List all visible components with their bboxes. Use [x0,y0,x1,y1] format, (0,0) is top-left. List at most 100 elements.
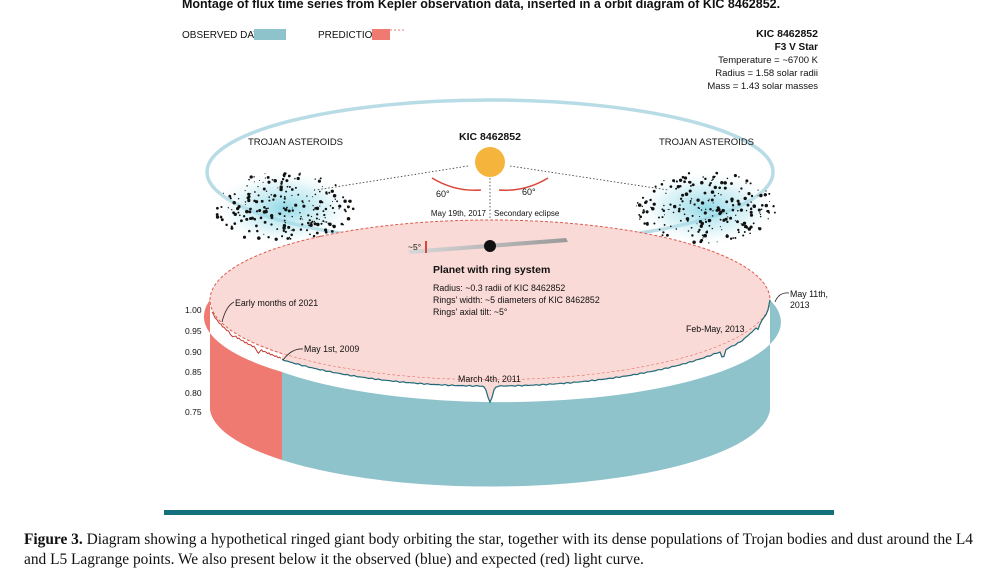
trojan-asteroid-dot [723,186,727,190]
trojan-asteroid-dot [737,228,740,232]
trojan-asteroid-dot [697,230,700,233]
trojan-asteroid-dot [246,196,250,200]
trojan-asteroid-dot [745,209,748,212]
trojan-asteroid-dot [296,176,300,181]
trojan-asteroid-dot [638,213,641,216]
trojan-asteroid-dot [264,173,266,175]
trojan-asteroid-dot [681,175,685,179]
trojan-asteroid-dot [225,223,228,227]
trojan-asteroid-dot [652,202,656,206]
trojan-asteroid-dot [255,210,259,213]
trojan-asteroid-dot [691,183,695,187]
trojan-asteroid-dot [658,216,660,219]
star-info-name: KIC 8462852 [756,28,818,40]
trojan-cloud-left [212,170,356,246]
trojan-asteroid-dot [740,187,743,190]
trojan-asteroid-dot [301,200,304,203]
flux-curve [281,299,771,404]
trojan-asteroid-dot [279,185,283,189]
trojan-asteroid-dot [308,219,311,222]
trojan-asteroid-dot [700,181,704,185]
trojan-asteroid-dot [248,178,250,181]
trojan-asteroid-dot [731,208,735,212]
trojan-asteroid-dot [696,198,700,202]
trojan-asteroid-dot [690,198,693,200]
trojan-asteroid-dot [665,233,669,237]
trojan-asteroid-dot [312,208,315,211]
trojan-asteroid-dot [710,198,714,202]
trojan-asteroid-dot [716,241,718,243]
trojan-asteroid-dot [721,208,725,213]
trojan-asteroid-dot [285,179,289,183]
trojan-asteroid-dot [264,177,267,179]
trojan-asteroid-dot [739,208,744,212]
trojan-asteroid-dot [712,210,714,212]
trojan-asteroid-dot [333,211,336,214]
flux-band-observed [282,300,781,487]
trojan-asteroid-dot [232,211,235,215]
trojan-asteroid-dot [257,236,261,240]
trojan-asteroid-dot [324,207,328,211]
trojan-asteroid-dot [669,225,672,228]
trojan-asteroid-dot [690,226,693,229]
trojan-asteroid-dot [709,207,712,211]
planet-rings-tilt: Rings' axial tilt: ~5° [433,307,507,317]
trojan-asteroid-dot [752,204,754,206]
trojan-asteroid-dot [717,192,720,195]
trojan-asteroid-dot [725,212,728,215]
trojan-asteroid-dot [286,237,290,240]
trojan-asteroid-dot [270,194,273,196]
trojan-asteroid-dot [736,220,739,224]
trojan-asteroid-dot [308,200,310,202]
trojan-asteroid-dot [314,193,317,196]
trojan-asteroid-dot [675,180,678,183]
trojan-asteroid-dot [282,207,285,210]
trojan-asteroid-dot [283,201,286,204]
trojan-asteroid-dot [259,216,263,220]
trojan-asteroid-dot [271,178,274,181]
trojan-asteroid-dot [315,231,319,235]
trojan-asteroid-dot [242,215,246,218]
trojan-asteroid-dot [661,208,664,211]
trojan-asteroid-dot [665,192,667,194]
trojan-asteroid-dot [725,200,729,204]
trojan-asteroid-dot [752,222,755,225]
trojan-cloud-right [634,170,778,246]
trojan-asteroid-dot [284,222,286,224]
planet-rings-width: Rings' width: ~5 diameters of KIC 846285… [433,295,600,305]
trojan-asteroid-dot [315,217,318,220]
trojan-asteroid-dot [263,233,265,235]
trojan-asteroid-dot [280,180,283,184]
trojan-asteroid-dot [672,179,676,183]
trojan-asteroid-dot [639,215,643,219]
trojan-asteroid-dot [264,209,268,214]
trojan-asteroid-dot [730,182,733,185]
trojan-asteroid-dot [248,210,252,214]
trojan-asteroid-dot [735,214,737,216]
trojan-asteroid-dot [284,230,287,234]
star-info: KIC 8462852 F3 V Star Temperature = ~670… [707,28,818,92]
trojan-asteroid-dot [325,191,328,194]
trojan-asteroid-dot [737,231,740,234]
trojan-asteroid-dot [639,218,641,220]
trojan-asteroid-dot [281,177,285,181]
trojan-asteroid-dot [636,202,639,204]
trojan-asteroid-dot [283,219,286,222]
trojan-asteroid-dot [323,228,328,232]
trojan-asteroid-dot [283,197,286,200]
star-info-temperature: Temperature = ~6700 K [718,55,818,66]
trojan-asteroid-dot [257,194,260,197]
trojan-asteroid-dot [644,201,647,205]
trojan-asteroid-dot [338,208,340,210]
trojan-asteroid-dot [700,201,704,204]
trojan-asteroid-dot [662,209,666,213]
angle-arc-left [431,177,482,191]
figure-title: Montage of flux time series from Kepler … [182,0,780,11]
trojan-asteroid-dot [287,174,291,178]
trojan-asteroid-dot [318,218,320,221]
annotation-may-2013-line2: 2013 [790,300,810,310]
annotation-march-2011: March 4th, 2011 [458,374,521,384]
trojan-asteroid-dot [334,184,337,187]
trojan-asteroid-dot [294,177,296,180]
trojan-asteroid-dot [759,213,762,216]
